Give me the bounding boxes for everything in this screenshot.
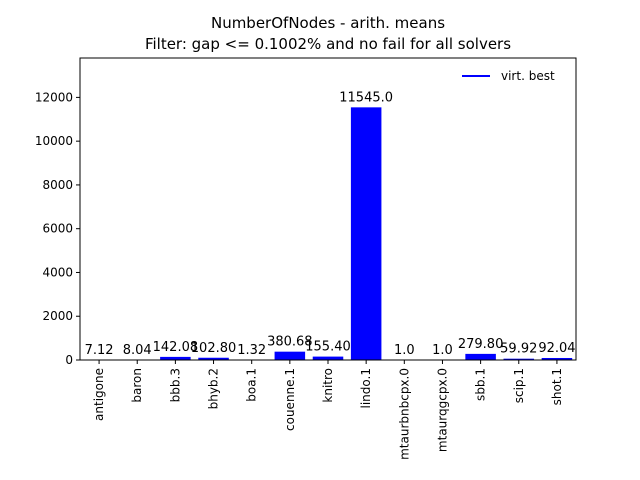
data-label-lindo.1: 11545.0 bbox=[339, 90, 393, 105]
x-tick-label-knitro: knitro bbox=[321, 368, 335, 403]
x-tick-label-lindo.1: lindo.1 bbox=[359, 368, 373, 408]
bar-sbb.1 bbox=[465, 353, 496, 360]
plot-frame bbox=[79, 57, 577, 361]
data-label-knitro: 155.40 bbox=[305, 340, 351, 355]
chart-title-line2: Filter: gap <= 0.1002% and no fail for a… bbox=[145, 35, 511, 53]
x-tick-label-mtaurbnbcpx.0: mtaurbnbcpx.0 bbox=[397, 368, 411, 460]
x-tick-label-antigone: antigone bbox=[92, 368, 106, 421]
data-label-scip.1: 59.92 bbox=[500, 342, 537, 357]
data-label-mtaurbnbcpx.0: 1.0 bbox=[394, 343, 415, 358]
x-tick-label-bhyb.2: bhyb.2 bbox=[207, 368, 221, 409]
bars-group bbox=[83, 107, 573, 361]
data-label-bbb.3: 142.08 bbox=[153, 340, 199, 355]
chart-title-line1: NumberOfNodes - arith. means bbox=[211, 14, 445, 32]
x-axis: antigone baron bbb.3 bhyb.2 boa.1 couenne.1 kn… bbox=[92, 360, 564, 460]
x-tick-label-shot.1: shot.1 bbox=[550, 368, 564, 405]
y-tick-label-2000: 2000 bbox=[42, 309, 73, 323]
x-tick-label-baron: baron bbox=[130, 368, 144, 403]
y-tick-label-12000: 12000 bbox=[35, 90, 73, 104]
x-tick-label-sbb.1: sbb.1 bbox=[474, 368, 488, 401]
y-tick-label-4000: 4000 bbox=[42, 265, 73, 279]
bar-couenne.1 bbox=[274, 351, 306, 360]
x-tick-label-mtaurqgcpx.0: mtaurqgcpx.0 bbox=[435, 368, 449, 452]
legend: virt. best bbox=[462, 69, 555, 83]
x-tick-label-couenne.1: couenne.1 bbox=[283, 368, 297, 431]
bar-shot.1 bbox=[541, 357, 573, 360]
x-tick-label-boa.1: boa.1 bbox=[245, 368, 259, 402]
data-label-boa.1: 1.32 bbox=[237, 343, 266, 358]
bar-knitro bbox=[312, 356, 344, 360]
bar-lindo.1 bbox=[350, 107, 382, 361]
y-axis: 0 2000 4000 6000 8000 10000 12000 bbox=[35, 90, 80, 367]
x-tick-label-scip.1: scip.1 bbox=[512, 368, 526, 403]
data-label-mtaurqgcpx.0: 1.0 bbox=[432, 343, 453, 358]
bar-scip.1 bbox=[503, 358, 535, 360]
y-tick-label-0: 0 bbox=[65, 353, 73, 367]
data-label-sbb.1: 279.80 bbox=[458, 337, 504, 352]
data-label-baron: 8.04 bbox=[123, 343, 152, 358]
bar-bbb.3 bbox=[160, 356, 191, 360]
bar-bhyb.2 bbox=[198, 357, 229, 360]
data-label-bhyb.2: 102.80 bbox=[191, 341, 237, 356]
legend-label: virt. best bbox=[501, 69, 555, 83]
data-label-antigone: 7.12 bbox=[85, 343, 114, 358]
y-tick-label-8000: 8000 bbox=[42, 178, 73, 192]
data-label-shot.1: 92.04 bbox=[538, 341, 575, 356]
y-tick-label-6000: 6000 bbox=[42, 222, 73, 236]
data-label-couenne.1: 380.68 bbox=[267, 335, 313, 350]
y-tick-label-10000: 10000 bbox=[35, 134, 73, 148]
x-tick-label-bbb.3: bbb.3 bbox=[168, 368, 182, 402]
